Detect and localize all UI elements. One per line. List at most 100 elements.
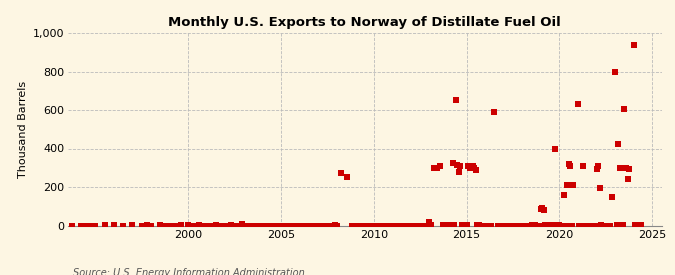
Point [244, 223, 254, 228]
Point [607, 194, 618, 199]
Point [438, 222, 449, 227]
Point [194, 222, 205, 227]
Point [367, 223, 377, 228]
Point [441, 223, 452, 228]
Point [426, 222, 437, 227]
Point [522, 223, 533, 228]
Point [593, 164, 603, 168]
Point [225, 222, 236, 227]
Text: Source: U.S. Energy Information Administration: Source: U.S. Energy Information Administ… [74, 268, 305, 275]
Point [142, 222, 153, 227]
Point [409, 223, 420, 228]
Point [450, 98, 461, 103]
Point [584, 223, 595, 228]
Point [444, 222, 455, 227]
Point [602, 223, 613, 228]
Point [421, 223, 431, 228]
Point [169, 223, 180, 228]
Point [443, 222, 454, 227]
Point [512, 223, 522, 228]
Point [454, 169, 464, 174]
Point [559, 192, 570, 197]
Point [518, 223, 529, 228]
Point [303, 223, 314, 228]
Point [429, 166, 439, 170]
Point [586, 223, 597, 228]
Point [517, 223, 528, 228]
Point [466, 166, 477, 170]
Point [329, 222, 340, 227]
Point [435, 164, 446, 168]
Point [549, 147, 560, 152]
Point [381, 223, 392, 228]
Point [205, 223, 216, 228]
Point [500, 223, 511, 228]
Point [616, 222, 626, 227]
Point [90, 223, 101, 228]
Point [313, 223, 323, 228]
Point [237, 221, 248, 226]
Point [540, 222, 551, 227]
Point [537, 206, 547, 210]
Point [117, 223, 128, 228]
Point [630, 222, 641, 227]
Point [554, 222, 565, 227]
Point [562, 183, 572, 187]
Point [266, 223, 277, 228]
Point [200, 223, 211, 228]
Point [275, 223, 286, 228]
Point [99, 222, 110, 227]
Point [250, 223, 261, 228]
Point [374, 223, 385, 228]
Point [336, 170, 347, 175]
Point [535, 207, 546, 211]
Point [211, 222, 221, 227]
Point [497, 223, 508, 228]
Point [515, 223, 526, 228]
Point [614, 166, 625, 170]
Point [85, 223, 96, 228]
Point [624, 166, 634, 171]
Point [424, 219, 435, 224]
Point [350, 223, 360, 228]
Point [566, 223, 577, 228]
Point [462, 164, 473, 168]
Point [534, 223, 545, 228]
Point [572, 102, 583, 106]
Point [502, 223, 513, 228]
Point [385, 223, 396, 228]
Point [599, 223, 610, 228]
Point [176, 222, 186, 227]
Point [452, 163, 463, 167]
Point [342, 175, 353, 180]
Point [556, 223, 566, 228]
Point [287, 223, 298, 228]
Point [582, 223, 593, 228]
Point [292, 223, 303, 228]
Point [591, 166, 602, 171]
Point [355, 223, 366, 228]
Point [613, 141, 624, 146]
Point [594, 186, 605, 190]
Point [568, 183, 578, 187]
Point [449, 222, 460, 227]
Point [596, 222, 607, 227]
Point [622, 177, 633, 182]
Point [272, 223, 283, 228]
Point [552, 222, 563, 227]
Point [346, 223, 357, 228]
Point [216, 223, 227, 228]
Point [261, 223, 271, 228]
Point [188, 223, 199, 228]
Point [461, 222, 472, 227]
Point [255, 223, 266, 228]
Point [545, 222, 556, 227]
Point [467, 164, 478, 168]
Point [611, 222, 622, 227]
Point [485, 223, 496, 228]
Point [331, 223, 342, 228]
Point [508, 223, 518, 228]
Point [474, 222, 485, 227]
Point [576, 223, 587, 228]
Point [619, 107, 630, 111]
